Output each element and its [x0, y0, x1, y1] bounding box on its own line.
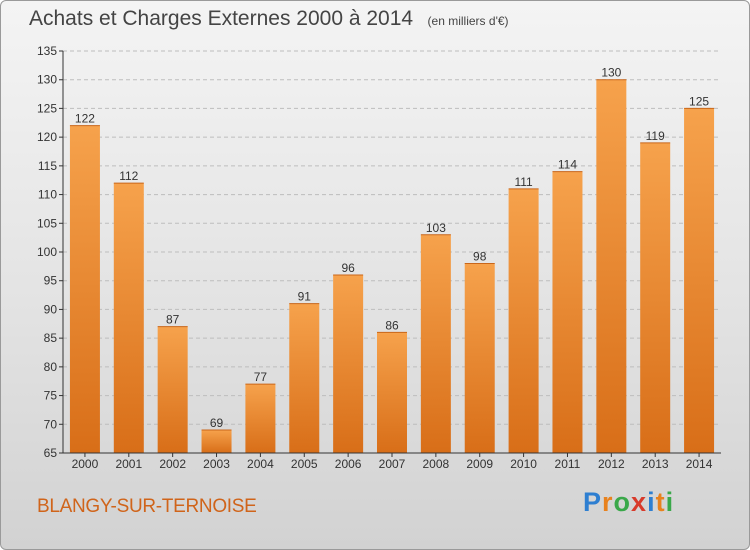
bar	[113, 183, 144, 454]
bar	[420, 234, 451, 453]
bar	[552, 171, 583, 453]
x-tick-label: 2001	[115, 457, 142, 471]
logo-letter: t	[655, 487, 666, 517]
y-tick-label: 75	[44, 389, 58, 403]
y-tick-label: 95	[44, 274, 58, 288]
bar	[596, 79, 627, 453]
data-label: 96	[341, 261, 355, 275]
logo-letter: P	[583, 487, 603, 517]
data-label: 77	[254, 370, 268, 384]
y-tick-label: 110	[38, 188, 57, 202]
data-label: 122	[75, 112, 95, 126]
y-tick-label: 135	[37, 44, 57, 58]
commune-name: BLANGY-SUR-TERNOISE	[37, 496, 257, 517]
x-tick-label: 2003	[203, 457, 230, 471]
chart-unit: (en milliers d'€)	[427, 14, 509, 28]
x-tick-label: 2002	[159, 457, 186, 471]
x-tick-label: 2006	[335, 457, 362, 471]
data-label: 119	[646, 129, 665, 143]
proxiti-logo: Proxiti	[583, 487, 674, 518]
y-tick-label: 100	[37, 245, 57, 259]
bar	[245, 384, 276, 453]
title-block: Achats et Charges Externes 2000 à 2014 (…	[29, 7, 509, 31]
data-label: 69	[210, 416, 224, 430]
bar	[640, 142, 671, 453]
bar	[464, 263, 495, 453]
bar	[157, 326, 188, 453]
chart-title: Achats et Charges Externes 2000 à 2014	[29, 7, 414, 30]
x-tick-label: 2013	[642, 457, 669, 471]
bar	[289, 303, 320, 453]
x-tick-label: 2000	[72, 457, 99, 471]
axes: 65 70 75 80 85 90 95 100 105 110 115 120 125 130 135 20…	[37, 44, 721, 471]
data-label: 86	[385, 318, 399, 332]
bar	[333, 274, 364, 453]
x-tick-label: 2012	[598, 457, 625, 471]
logo-letter: r	[602, 487, 614, 517]
x-tick-label: 2009	[466, 457, 493, 471]
y-tick-label: 80	[44, 360, 58, 374]
data-label: 103	[426, 221, 446, 235]
y-tick-label: 105	[37, 216, 57, 230]
data-label: 87	[166, 313, 180, 327]
y-tick-label: 130	[37, 73, 57, 87]
y-tick-label: 65	[44, 446, 58, 460]
logo-letter: o	[613, 487, 632, 517]
y-tick-label: 125	[37, 101, 57, 115]
y-tick-label: 115	[38, 159, 57, 173]
bar	[69, 125, 100, 454]
data-label: 125	[689, 94, 709, 108]
bars	[69, 79, 715, 454]
y-tick-label: 90	[44, 302, 58, 316]
y-tick-label: 85	[44, 331, 58, 345]
data-label: 112	[119, 169, 138, 183]
x-tick-label: 2014	[686, 457, 713, 471]
y-tick-label: 120	[37, 130, 57, 144]
bar	[684, 108, 715, 453]
data-labels: 122 112 87 69 77 91 96 86 103 98 111 114 130 119 125	[75, 66, 709, 430]
data-label: 98	[473, 249, 487, 263]
y-tick-label: 70	[44, 417, 58, 431]
logo-letter: i	[665, 487, 675, 517]
data-label: 130	[601, 66, 621, 80]
x-tick-label: 2004	[247, 457, 274, 471]
x-tick-label: 2007	[379, 457, 406, 471]
x-tick-label: 2010	[510, 457, 537, 471]
x-tick-label: 2005	[291, 457, 318, 471]
x-tick-label: 2011	[555, 457, 581, 471]
data-label: 91	[298, 290, 312, 304]
bar	[508, 188, 539, 454]
logo-letter: x	[631, 487, 648, 517]
x-tick-label: 2008	[423, 457, 450, 471]
data-label: 111	[514, 175, 533, 189]
bar	[201, 430, 232, 453]
logo-letter: i	[647, 487, 656, 517]
data-label: 114	[558, 158, 577, 172]
bar	[377, 332, 407, 453]
